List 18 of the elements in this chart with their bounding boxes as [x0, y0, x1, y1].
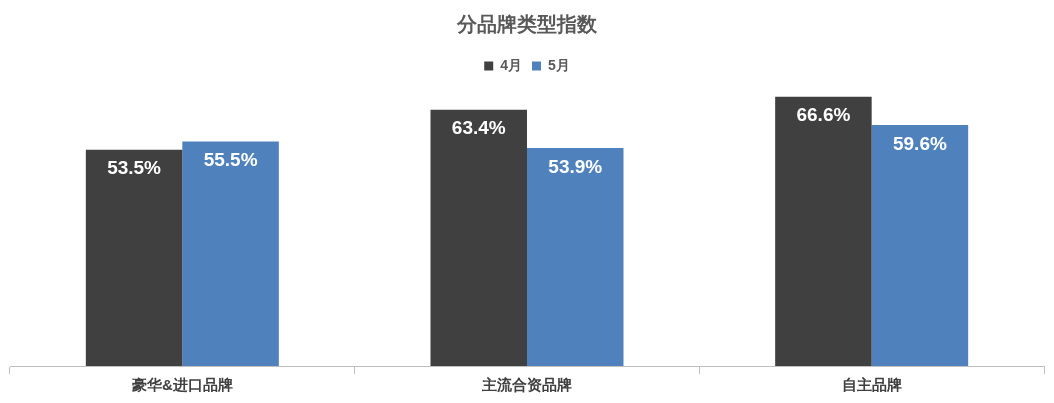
x-tick-label: 自主品牌	[841, 376, 902, 394]
bar	[182, 141, 279, 366]
bar	[85, 149, 183, 366]
bar	[430, 109, 527, 366]
bar	[775, 96, 872, 366]
data-label: 53.5%	[107, 157, 162, 179]
data-label: 55.5%	[203, 149, 258, 171]
legend-label: 5月	[548, 56, 570, 73]
x-tick-label: 主流合资品牌	[481, 376, 572, 394]
chart-title: 分品牌类型指数	[456, 12, 598, 35]
data-label: 63.4%	[451, 117, 506, 139]
x-tick-label: 豪华&进口品牌	[130, 376, 233, 394]
legend-label: 4月	[500, 56, 523, 73]
data-label: 59.6%	[892, 132, 947, 154]
bar	[871, 125, 969, 366]
data-label: 66.6%	[796, 104, 851, 126]
bar	[527, 148, 624, 366]
data-label: 53.9%	[548, 155, 603, 177]
